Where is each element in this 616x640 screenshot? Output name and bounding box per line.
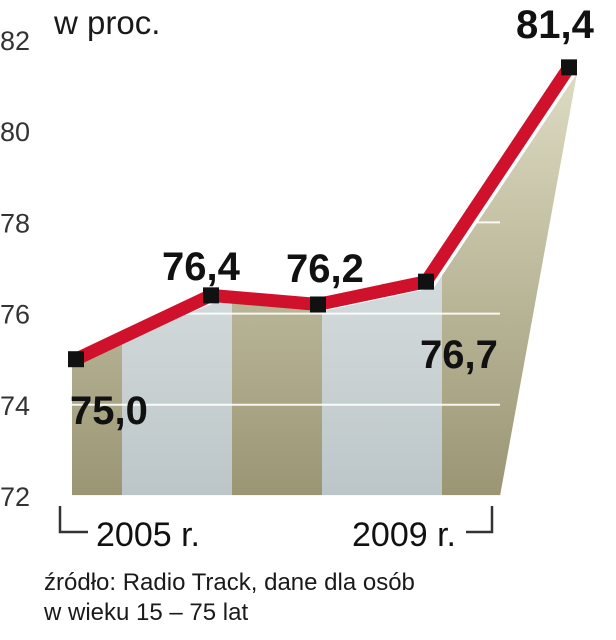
x-axis-bracket xyxy=(466,506,494,534)
y-tick-label: 80 xyxy=(0,117,30,147)
source-note: źródło: Radio Track, dane dla osób w wie… xyxy=(44,568,415,628)
data-label: 76,4 xyxy=(162,245,241,289)
data-marker xyxy=(68,351,84,368)
y-axis-ticks: 72 74 76 78 80 82 xyxy=(0,26,30,512)
source-line-1: źródło: Radio Track, dane dla osób xyxy=(44,569,415,596)
data-label: 76,2 xyxy=(286,247,364,291)
unit-label: w proc. xyxy=(54,4,161,41)
data-label: 75,0 xyxy=(70,389,148,433)
y-tick-label: 74 xyxy=(0,391,30,421)
gridlines xyxy=(62,130,500,497)
data-marker xyxy=(203,287,219,304)
area-band xyxy=(442,73,577,496)
data-labels: 75,0 76,4 76,2 76,7 81,4 xyxy=(70,3,595,433)
data-label: 81,4 xyxy=(516,3,595,47)
y-tick-label: 72 xyxy=(0,482,30,512)
y-tick-label: 82 xyxy=(0,26,30,56)
x-tick-label: 2005 r. xyxy=(96,516,200,554)
data-marker xyxy=(561,59,577,76)
data-marker xyxy=(418,273,434,290)
x-axis-bracket xyxy=(58,506,88,534)
x-axis: 2005 r. 2009 r. xyxy=(58,506,494,554)
source-line-2: w wieku 15 – 75 lat xyxy=(44,599,249,626)
y-tick-label: 78 xyxy=(0,208,30,238)
y-tick-label: 76 xyxy=(0,300,30,330)
data-label: 76,7 xyxy=(420,333,498,377)
data-marker xyxy=(310,296,326,313)
data-markers xyxy=(68,59,577,368)
x-tick-label: 2009 r. xyxy=(352,516,456,554)
